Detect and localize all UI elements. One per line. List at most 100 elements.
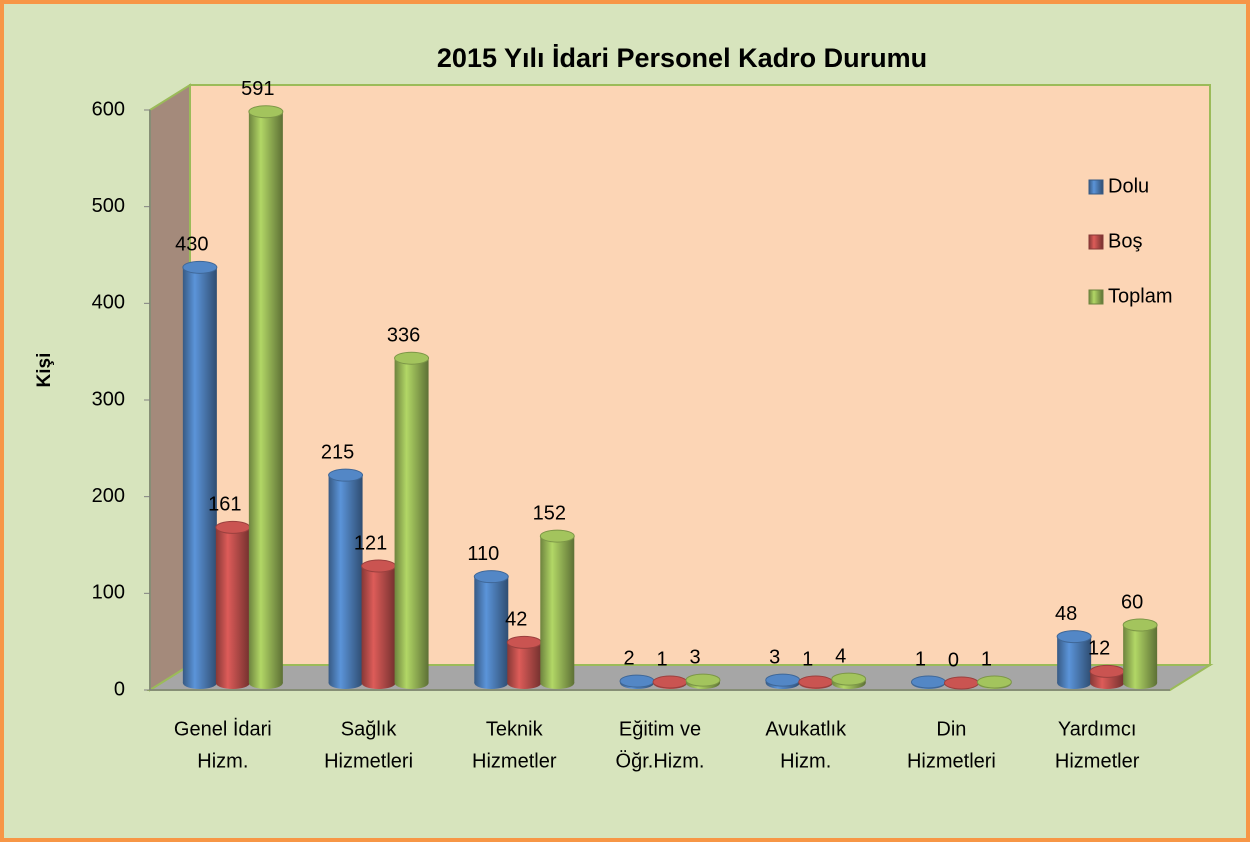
- bar: [910, 675, 946, 689]
- bar: [685, 673, 721, 689]
- x-tick-label: Hizm.: [197, 750, 248, 772]
- x-tick-label: Teknik: [486, 718, 544, 740]
- bar: [328, 468, 364, 689]
- legend-label: Boş: [1108, 230, 1142, 252]
- bar-top: [619, 674, 655, 688]
- bar-top: [328, 468, 364, 482]
- bar-body: [394, 358, 429, 683]
- bar: [1089, 664, 1125, 689]
- bar-bottom: [1123, 677, 1158, 689]
- bar-top: [765, 673, 801, 687]
- bar-top: [182, 260, 218, 274]
- value-label: 1: [981, 648, 992, 670]
- legend-label: Dolu: [1108, 175, 1149, 197]
- bar-bottom: [1090, 677, 1125, 689]
- bar-top: [976, 675, 1012, 689]
- bar-body: [507, 642, 542, 683]
- bar-bottom: [328, 677, 363, 689]
- bar-top: [1056, 630, 1092, 644]
- bar: [765, 673, 801, 689]
- x-tick-label: Öğr.Hizm.: [616, 750, 705, 772]
- value-label: 161: [208, 494, 241, 516]
- x-tick-label: Genel İdari: [174, 717, 272, 740]
- bar: [619, 674, 655, 689]
- value-label: 3: [689, 646, 700, 668]
- chart-title: 2015 Yılı İdari Personel Kadro Durumu: [437, 43, 927, 73]
- bar: [182, 260, 218, 689]
- bar-bottom: [1057, 677, 1092, 689]
- bar: [473, 570, 509, 689]
- value-label: 591: [241, 78, 274, 100]
- bar-top: [473, 570, 509, 584]
- bar: [943, 676, 979, 690]
- y-axis-label: Kişi: [34, 353, 55, 388]
- bar-body: [182, 267, 217, 683]
- x-tick-label: Din: [936, 718, 966, 740]
- bar-body: [474, 576, 509, 683]
- bar-top: [361, 559, 397, 573]
- bar: [1122, 618, 1158, 689]
- bar-body: [540, 536, 575, 683]
- bar-bottom: [361, 677, 396, 689]
- value-label: 3: [769, 646, 780, 668]
- bar-bottom: [474, 677, 509, 689]
- y-tick-label: 500: [92, 195, 125, 217]
- bar-top: [685, 673, 721, 687]
- y-tick-label: 600: [92, 98, 125, 120]
- x-tick-label: Yardımcı: [1058, 718, 1137, 740]
- bar-top: [652, 675, 688, 689]
- bar-top: [798, 675, 834, 689]
- x-tick-label: Avukatlık: [765, 718, 847, 740]
- bar-top: [831, 672, 867, 686]
- bar-top: [394, 351, 430, 365]
- bar-body: [328, 475, 363, 683]
- bar: [361, 559, 397, 689]
- bar-top: [506, 635, 542, 649]
- bar-body: [215, 527, 250, 683]
- bar-body: [248, 111, 283, 683]
- value-label: 1: [802, 648, 813, 670]
- value-label: 60: [1121, 591, 1143, 613]
- legend-swatch: [1088, 179, 1104, 195]
- value-label: 42: [505, 609, 527, 631]
- value-label: 110: [467, 543, 499, 565]
- bar-bottom: [540, 677, 575, 689]
- bar: [215, 520, 251, 689]
- value-label: 1: [915, 648, 926, 670]
- bar-bottom: [394, 677, 429, 689]
- bar: [394, 351, 430, 689]
- value-label: 0: [948, 649, 959, 671]
- value-label: 430: [175, 234, 208, 256]
- bar-top: [1122, 618, 1158, 632]
- bar-bottom: [248, 677, 283, 689]
- bar: [248, 105, 284, 689]
- y-tick-label: 300: [92, 388, 125, 410]
- bar-top: [1089, 664, 1125, 678]
- bar: [976, 675, 1012, 689]
- y-tick-label: 0: [114, 678, 125, 700]
- y-tick-label: 400: [92, 292, 125, 314]
- value-label: 2: [623, 647, 634, 669]
- bar: [652, 675, 688, 689]
- bar: [798, 675, 834, 689]
- x-tick-label: Hizm.: [780, 750, 831, 772]
- y-tick-label: 200: [92, 485, 125, 507]
- value-label: 48: [1055, 603, 1077, 625]
- bar: [539, 529, 575, 689]
- x-tick-label: Eğitim ve: [619, 718, 701, 740]
- x-tick-label: Hizmetleri: [324, 750, 413, 772]
- x-tick-label: Hizmetleri: [907, 750, 996, 772]
- bar-top: [248, 105, 284, 119]
- bar: [506, 635, 542, 689]
- value-label: 336: [387, 324, 420, 346]
- bar-body: [361, 566, 396, 683]
- value-label: 215: [321, 441, 354, 463]
- x-tick-label: Hizmetler: [472, 750, 557, 772]
- bar-bottom: [215, 677, 250, 689]
- legend-label: Toplam: [1108, 285, 1172, 307]
- bar-body: [1123, 625, 1158, 683]
- bar-bottom: [507, 677, 542, 689]
- bar-top: [943, 676, 979, 690]
- y-tick-label: 100: [92, 582, 125, 604]
